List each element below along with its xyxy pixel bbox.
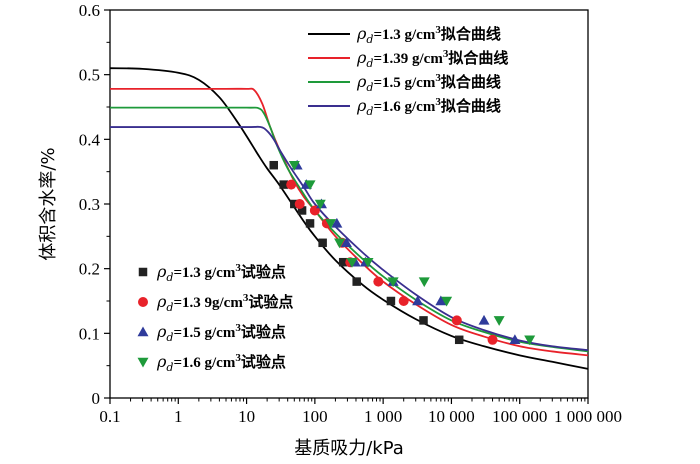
data-point-series-4: [387, 277, 399, 288]
x-tick-label: 10: [238, 407, 255, 426]
data-point-series-1: [419, 316, 428, 325]
data-point-series-1: [305, 219, 315, 228]
data-point-series-3: [340, 237, 352, 248]
data-point-series-4: [493, 316, 505, 326]
x-tick-label: 0.1: [99, 407, 120, 426]
curve-series-3: [109, 106, 589, 353]
data-point-series-2: [373, 276, 384, 287]
data-point-series-1: [269, 160, 278, 170]
fitted-curves: [109, 67, 589, 370]
y-tick-label: 0.4: [79, 130, 101, 149]
legend-point-label: ρd=1.3 g/cm3试验点: [156, 262, 286, 284]
data-point-series-4: [325, 219, 337, 229]
data-point-series-4: [334, 238, 346, 249]
data-point-series-1: [386, 296, 396, 306]
data-point-series-2: [294, 199, 305, 209]
curve-series-4: [110, 125, 589, 352]
data-point-series-4: [524, 335, 536, 346]
data-points: [269, 159, 536, 346]
data-point-series-1: [318, 238, 327, 248]
curve-series-2: [109, 87, 589, 357]
data-point-series-3: [509, 334, 521, 345]
legend-curve-label: ρd=1.3 g/cm3拟合曲线: [356, 24, 501, 46]
y-tick-label: 0: [92, 389, 101, 408]
legend-points: ρd=1.3 g/cm3试验点 ρd=1.3 9g/cm3试验点 ρd=1.5 g/…: [137, 262, 293, 374]
legend-curve-label: ρd=1.6 g/cm3拟合曲线: [356, 96, 501, 118]
data-point-series-4: [418, 277, 430, 288]
legend-curve-label: ρd=1.5 g/cm3拟合曲线: [356, 72, 501, 94]
data-point-series-2: [451, 315, 462, 326]
legend-point-label: ρd=1.6 g/cm3试验点: [156, 352, 286, 374]
legend-point-swatch: [137, 357, 149, 368]
x-axis-label: 基质吸力/kPa: [294, 438, 404, 459]
data-point-series-4: [288, 160, 300, 171]
curve-series-1: [109, 67, 589, 370]
data-point-series-4: [362, 257, 374, 268]
data-point-series-3: [412, 295, 424, 306]
data-point-series-1: [352, 277, 361, 286]
data-point-series-4: [304, 180, 316, 191]
y-tick-label: 0.1: [79, 324, 100, 343]
data-point-series-3: [435, 295, 447, 306]
data-point-series-1: [297, 206, 307, 215]
legend-point-swatch: [138, 297, 148, 307]
x-tick-label: 10 000: [428, 407, 475, 426]
x-tick-label: 100 000: [492, 407, 547, 426]
y-tick-label: 0.2: [79, 260, 100, 279]
legend-point-swatch: [137, 326, 149, 337]
data-point-series-1: [338, 257, 348, 267]
x-tick-label: 1: [174, 407, 183, 426]
data-point-series-3: [478, 314, 490, 325]
y-tick-label: 0.3: [79, 195, 100, 214]
axes: 0.1 1 10 100 1 000 10 000 100 000 1 000 00000.1…: [79, 1, 622, 426]
y-tick-label: 0.6: [79, 1, 100, 20]
data-point-series-4: [441, 296, 453, 307]
legend-curve-label: ρd=1.39 g/cm3拟合曲线: [356, 48, 508, 70]
x-tick-label: 1 000: [364, 407, 402, 426]
data-point-series-1: [290, 199, 299, 209]
data-point-series-1: [454, 335, 464, 345]
data-point-series-2: [286, 179, 297, 190]
data-point-series-1: [279, 180, 288, 189]
x-tick-label: 100: [302, 407, 328, 426]
legend-point-swatch: [138, 267, 148, 277]
data-point-series-4: [314, 199, 326, 210]
x-tick-label: 1 000 000: [554, 407, 622, 426]
data-point-series-2: [487, 334, 498, 345]
y-tick-label: 0.5: [79, 66, 100, 85]
legend-point-label: ρd=1.3 9g/cm3试验点: [156, 292, 293, 314]
data-point-series-4: [346, 257, 358, 268]
data-point-series-3: [331, 217, 343, 228]
y-axis-label: 体积含水率/%: [38, 147, 59, 260]
data-point-series-2: [398, 296, 409, 306]
legend-point-label: ρd=1.5 g/cm3试验点: [156, 322, 286, 344]
